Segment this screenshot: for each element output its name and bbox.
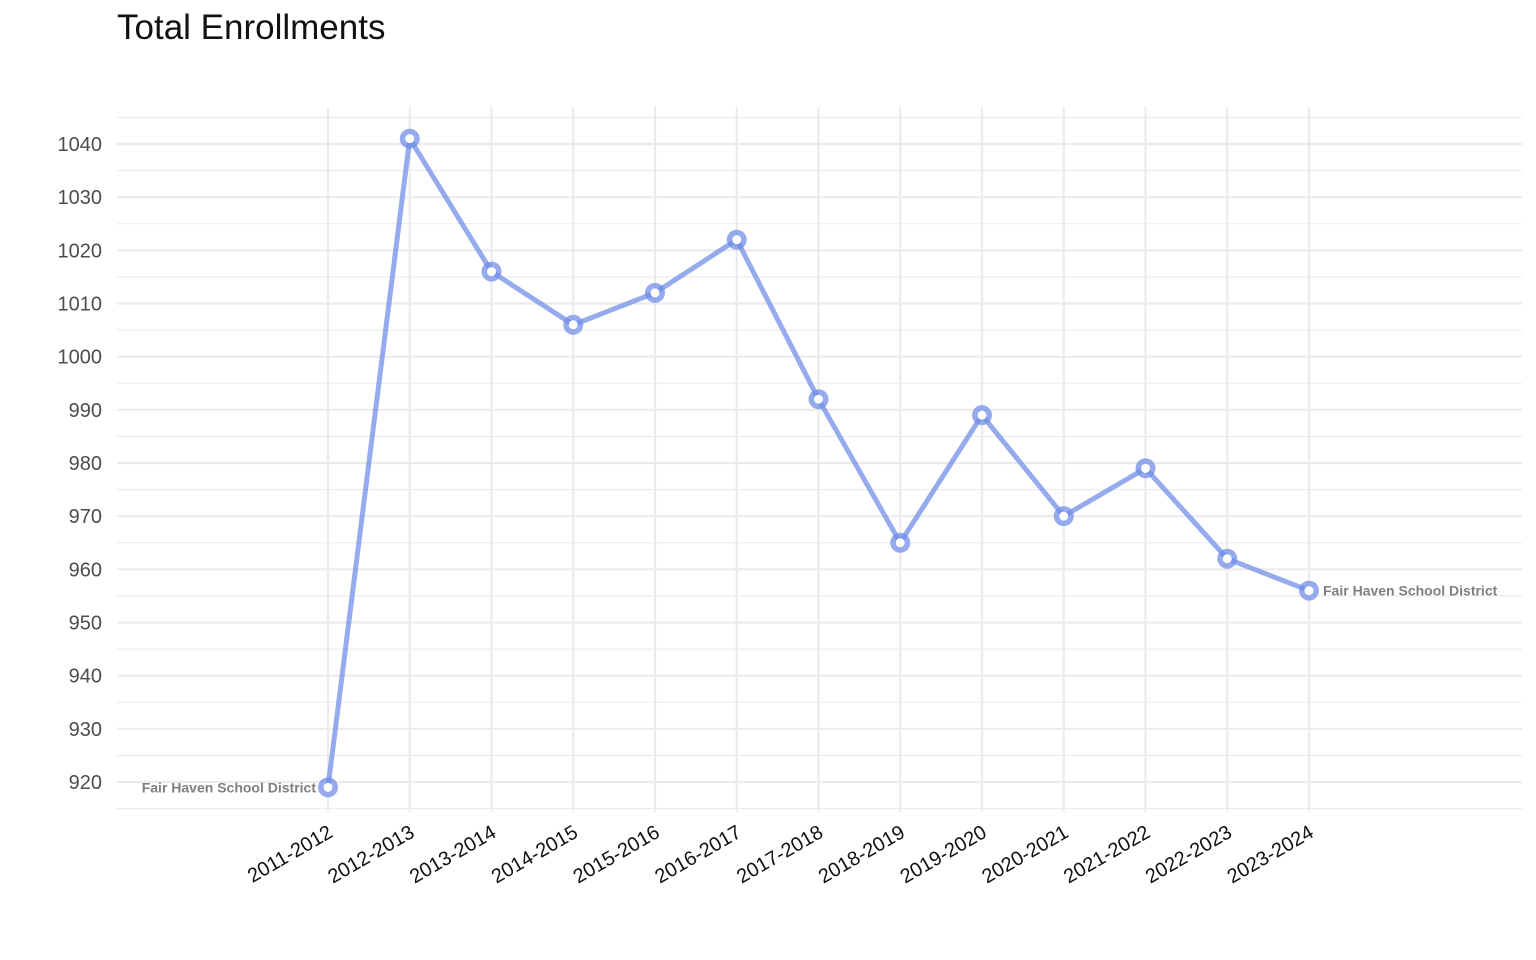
data-point-center — [1141, 463, 1150, 473]
data-point-center — [895, 538, 905, 548]
y-tick-label: 1000 — [58, 347, 103, 369]
grid — [117, 107, 1522, 812]
x-tick-label: 2012-2013 — [324, 821, 418, 888]
y-tick-label: 1020 — [58, 240, 103, 262]
x-tick-label: 2022-2023 — [1142, 821, 1236, 888]
x-tick-label: 2011-2012 — [244, 821, 337, 887]
y-axis: 920 930 940 950 960 970 980 990 1000 1010 1020 1030… — [58, 134, 103, 794]
data-point-center — [1304, 586, 1314, 596]
line-labels: Fair Haven School District Fair Haven Sch… — [142, 583, 1498, 796]
data-point-center — [568, 320, 578, 330]
series — [318, 128, 1319, 798]
x-tick-label: 2014-2015 — [488, 821, 582, 888]
line-label-end: Fair Haven School District — [1323, 583, 1498, 599]
x-tick-label: 2015-2016 — [570, 821, 664, 888]
line-label-start: Fair Haven School District — [142, 779, 317, 795]
data-point-center — [977, 410, 987, 420]
data-point-center — [1059, 511, 1069, 521]
y-tick-label: 950 — [69, 613, 102, 635]
x-axis: 2011-20122012-20132013-20142014-20152015… — [244, 821, 1318, 888]
y-tick-label: 980 — [69, 453, 102, 475]
data-point-center — [405, 134, 415, 144]
y-tick-label: 960 — [69, 559, 102, 581]
x-tick-label: 2021-2022 — [1060, 821, 1154, 888]
x-tick-label: 2016-2017 — [651, 821, 745, 888]
y-tick-label: 920 — [69, 772, 102, 794]
y-tick-label: 990 — [69, 400, 102, 422]
y-tick-label: 930 — [69, 719, 102, 741]
chart-title: Total Enrollments — [117, 8, 386, 47]
data-point-center — [1222, 554, 1232, 564]
y-tick-label: 940 — [69, 666, 102, 688]
data-point-center — [814, 394, 823, 404]
y-tick-label: 1030 — [58, 187, 103, 209]
x-tick-label: 2017-2018 — [733, 821, 827, 888]
x-tick-label: 2018-2019 — [815, 821, 909, 888]
data-point-center — [487, 267, 496, 277]
y-tick-label: 1010 — [58, 294, 103, 316]
x-tick-label: 2019-2020 — [897, 821, 991, 888]
x-tick-label: 2013-2014 — [406, 821, 500, 888]
x-tick-label: 2020-2021 — [978, 821, 1072, 888]
y-tick-label: 970 — [69, 506, 102, 528]
y-tick-label: 1040 — [58, 134, 103, 156]
data-point-center — [732, 235, 742, 245]
data-point-center — [323, 782, 333, 792]
data-point-center — [650, 288, 660, 298]
x-tick-label: 2023-2024 — [1224, 821, 1318, 888]
